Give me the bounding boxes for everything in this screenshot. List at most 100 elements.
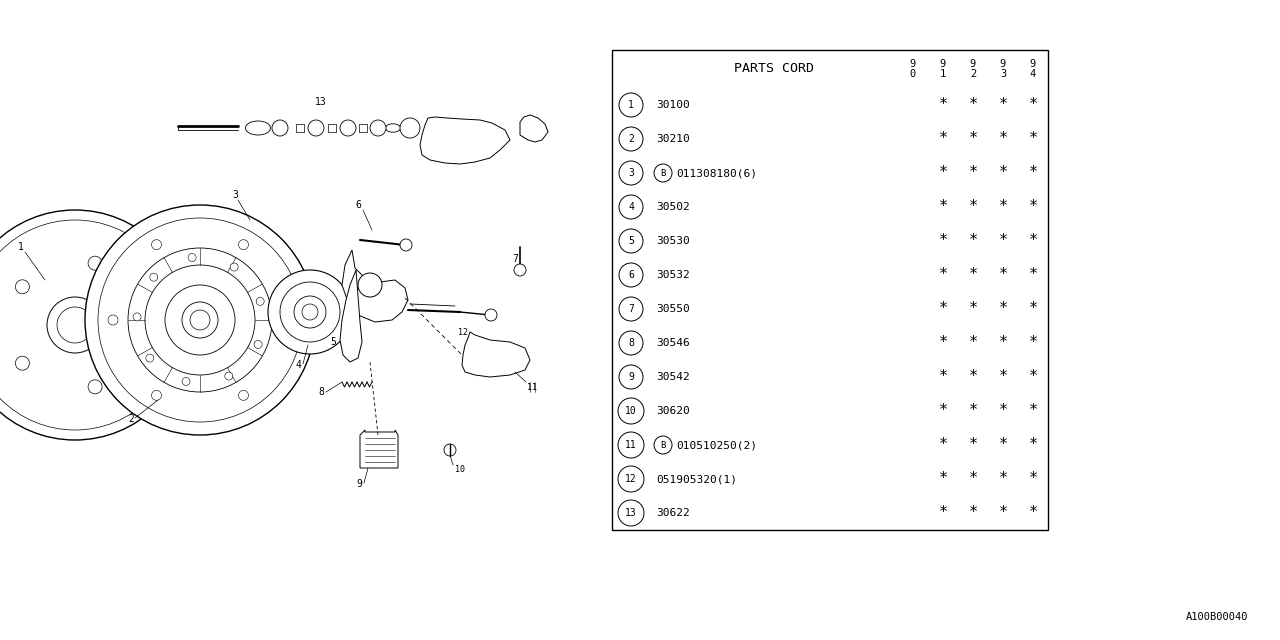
Text: 30100: 30100 <box>657 100 690 110</box>
Circle shape <box>128 248 273 392</box>
Circle shape <box>654 164 672 182</box>
Circle shape <box>515 264 526 276</box>
Text: *: * <box>1028 438 1038 452</box>
Text: 1: 1 <box>18 242 24 252</box>
Text: *: * <box>998 97 1007 113</box>
Text: *: * <box>969 200 978 214</box>
Circle shape <box>146 354 154 362</box>
Circle shape <box>340 120 356 136</box>
Polygon shape <box>360 430 398 468</box>
Text: *: * <box>998 403 1007 419</box>
Text: *: * <box>938 506 947 520</box>
Text: 30530: 30530 <box>657 236 690 246</box>
Polygon shape <box>520 115 548 142</box>
Circle shape <box>88 380 102 394</box>
Text: 4: 4 <box>628 202 634 212</box>
Circle shape <box>620 161 643 185</box>
Text: *: * <box>1028 200 1038 214</box>
Circle shape <box>225 372 233 380</box>
Circle shape <box>620 297 643 321</box>
Circle shape <box>282 315 292 325</box>
Text: *: * <box>998 166 1007 180</box>
Text: *: * <box>1028 268 1038 282</box>
Text: *: * <box>1028 472 1038 486</box>
Text: *: * <box>998 268 1007 282</box>
Text: 12: 12 <box>458 328 468 337</box>
Circle shape <box>188 253 196 262</box>
Text: 30542: 30542 <box>657 372 690 382</box>
Circle shape <box>84 205 315 435</box>
Text: 30210: 30210 <box>657 134 690 144</box>
Text: A100B00040: A100B00040 <box>1185 612 1248 622</box>
Text: *: * <box>938 301 947 317</box>
Polygon shape <box>462 332 530 377</box>
Circle shape <box>150 273 157 281</box>
Circle shape <box>308 120 324 136</box>
Circle shape <box>15 356 29 370</box>
Text: 13: 13 <box>625 508 637 518</box>
Text: *: * <box>969 234 978 248</box>
Text: *: * <box>969 97 978 113</box>
Polygon shape <box>342 250 408 322</box>
Text: *: * <box>938 335 947 351</box>
Circle shape <box>151 390 161 401</box>
Text: 10: 10 <box>454 465 465 474</box>
Text: 12: 12 <box>625 474 637 484</box>
Text: *: * <box>969 301 978 317</box>
Circle shape <box>618 500 644 526</box>
Circle shape <box>620 365 643 389</box>
Text: 7: 7 <box>512 254 518 264</box>
Text: *: * <box>938 131 947 147</box>
Circle shape <box>58 307 93 343</box>
Circle shape <box>145 265 255 375</box>
Text: 10: 10 <box>625 406 637 416</box>
Text: *: * <box>1028 301 1038 317</box>
Text: *: * <box>969 335 978 351</box>
Text: 6: 6 <box>355 200 361 210</box>
Text: *: * <box>1028 234 1038 248</box>
Circle shape <box>253 340 262 348</box>
Ellipse shape <box>246 121 270 135</box>
Text: 8: 8 <box>317 387 324 397</box>
Circle shape <box>108 315 118 325</box>
Text: *: * <box>1028 506 1038 520</box>
Text: 3: 3 <box>628 168 634 178</box>
Text: *: * <box>998 335 1007 351</box>
Text: *: * <box>1028 97 1038 113</box>
Text: 30622: 30622 <box>657 508 690 518</box>
Circle shape <box>444 444 456 456</box>
Polygon shape <box>340 270 362 362</box>
Circle shape <box>620 195 643 219</box>
Circle shape <box>189 310 210 330</box>
Circle shape <box>280 282 340 342</box>
Text: 30550: 30550 <box>657 304 690 314</box>
Text: *: * <box>969 369 978 385</box>
Text: 051905320(1): 051905320(1) <box>657 474 737 484</box>
Text: 9: 9 <box>356 479 362 489</box>
Text: 9
0: 9 0 <box>910 60 916 79</box>
Text: *: * <box>938 97 947 113</box>
Circle shape <box>370 120 387 136</box>
Text: *: * <box>998 369 1007 385</box>
Text: 010510250(2): 010510250(2) <box>676 440 756 450</box>
Text: 5: 5 <box>330 337 335 347</box>
Text: 11: 11 <box>625 440 637 450</box>
Text: *: * <box>1028 131 1038 147</box>
Circle shape <box>654 436 672 454</box>
Text: *: * <box>969 166 978 180</box>
Circle shape <box>0 210 189 440</box>
Circle shape <box>618 466 644 492</box>
Text: 9
4: 9 4 <box>1030 60 1036 79</box>
Text: 6: 6 <box>628 270 634 280</box>
Circle shape <box>294 296 326 328</box>
Circle shape <box>0 220 180 430</box>
Circle shape <box>133 313 141 321</box>
Circle shape <box>302 304 317 320</box>
Text: 2: 2 <box>128 414 134 424</box>
Text: 2: 2 <box>628 134 634 144</box>
Circle shape <box>88 256 102 270</box>
Text: 30620: 30620 <box>657 406 690 416</box>
Text: *: * <box>998 234 1007 248</box>
Text: 11: 11 <box>527 383 538 392</box>
Circle shape <box>620 331 643 355</box>
